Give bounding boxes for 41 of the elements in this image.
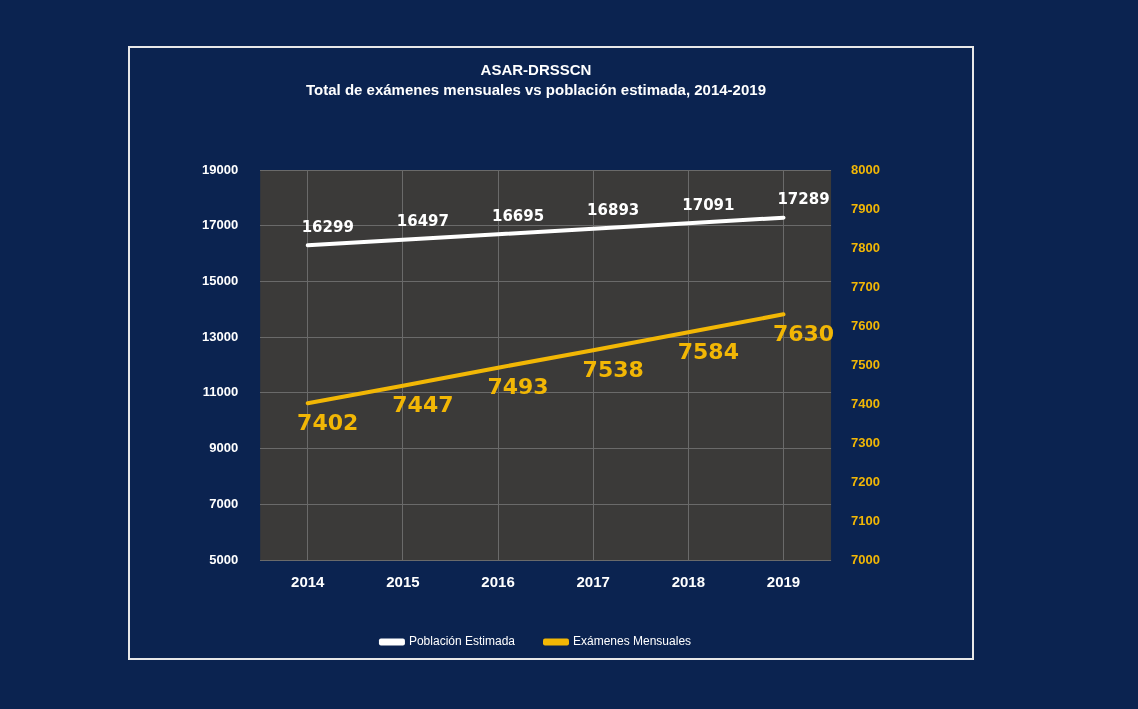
y2-tick-label: 7600 bbox=[851, 317, 880, 333]
y2-tick-label: 7800 bbox=[851, 239, 880, 255]
data-label: 17091 bbox=[682, 195, 735, 214]
y-tick-label: 5000 bbox=[209, 551, 239, 567]
data-label: 7538 bbox=[582, 356, 644, 382]
data-label: 7402 bbox=[297, 409, 359, 435]
x-tick-label: 2015 bbox=[386, 573, 420, 591]
y-tick-label: 9000 bbox=[209, 440, 239, 456]
data-label: 16695 bbox=[491, 206, 545, 225]
data-label: 7493 bbox=[487, 374, 549, 400]
y2-tick-label: 7300 bbox=[851, 434, 880, 450]
y-tick-label: 15000 bbox=[201, 273, 239, 289]
data-label: 7630 bbox=[772, 321, 835, 347]
y-tick-label: 19000 bbox=[201, 161, 239, 177]
y-tick-label: 11000 bbox=[202, 384, 239, 400]
y2-tick-label: 7200 bbox=[851, 473, 880, 489]
x-tick-label: 2016 bbox=[481, 573, 515, 591]
data-label: 17289 bbox=[777, 190, 830, 209]
x-tick-label: 2019 bbox=[766, 573, 801, 591]
chart-title: ASAR-DRSSCN bbox=[480, 61, 592, 79]
legend-label: Población Estimada bbox=[408, 634, 516, 649]
y2-tick-label: 7000 bbox=[851, 551, 880, 567]
data-label: 7447 bbox=[392, 392, 454, 418]
x-tick-label: 2014 bbox=[291, 573, 326, 591]
y2-tick-label: 7400 bbox=[851, 395, 880, 411]
y2-tick-label: 7900 bbox=[851, 200, 880, 216]
y2-tick-label: 7100 bbox=[851, 512, 880, 528]
y2-tick-label: 7500 bbox=[851, 356, 880, 372]
y-tick-label: 17000 bbox=[201, 217, 239, 233]
y-tick-label: 7000 bbox=[209, 495, 239, 511]
x-tick-label: 2018 bbox=[671, 573, 706, 591]
chart-subtitle: Total de exámenes mensuales vs población estimada, 2014-2019 bbox=[306, 81, 766, 99]
y-tick-label: 13000 bbox=[201, 328, 239, 344]
data-label: 16893 bbox=[587, 201, 640, 220]
data-label: 7584 bbox=[677, 338, 739, 364]
x-tick-label: 2017 bbox=[576, 573, 610, 591]
y2-tick-label: 7700 bbox=[851, 278, 880, 294]
legend-label: Exámenes Mensuales bbox=[573, 634, 692, 649]
data-label: 16299 bbox=[301, 217, 354, 236]
data-label: 16497 bbox=[396, 212, 449, 231]
y2-tick-label: 8000 bbox=[851, 161, 880, 177]
